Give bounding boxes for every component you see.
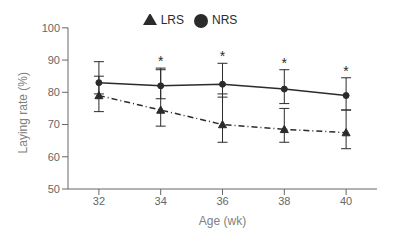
svg-text:*: * xyxy=(158,53,164,69)
svg-text:90: 90 xyxy=(48,54,60,66)
svg-text:32: 32 xyxy=(93,195,105,207)
html-text:LRS: LRS xyxy=(160,13,184,27)
svg-text:*: * xyxy=(220,48,226,64)
svg-text:36: 36 xyxy=(216,195,228,207)
svg-text:60: 60 xyxy=(48,151,60,163)
svg-text:Age (wk): Age (wk) xyxy=(199,214,246,228)
svg-text:80: 80 xyxy=(48,86,60,98)
svg-text:*: * xyxy=(282,55,288,71)
svg-text:100: 100 xyxy=(42,22,60,34)
svg-text:70: 70 xyxy=(48,118,60,130)
svg-text:38: 38 xyxy=(278,195,290,207)
svg-text:40: 40 xyxy=(340,195,352,207)
svg-text:*: * xyxy=(343,63,349,79)
html-text:NRS: NRS xyxy=(212,13,238,27)
svg-text:Laying rate (%): Laying rate (%) xyxy=(16,72,30,153)
svg-text:34: 34 xyxy=(155,195,167,207)
svg-text:50: 50 xyxy=(48,183,60,195)
